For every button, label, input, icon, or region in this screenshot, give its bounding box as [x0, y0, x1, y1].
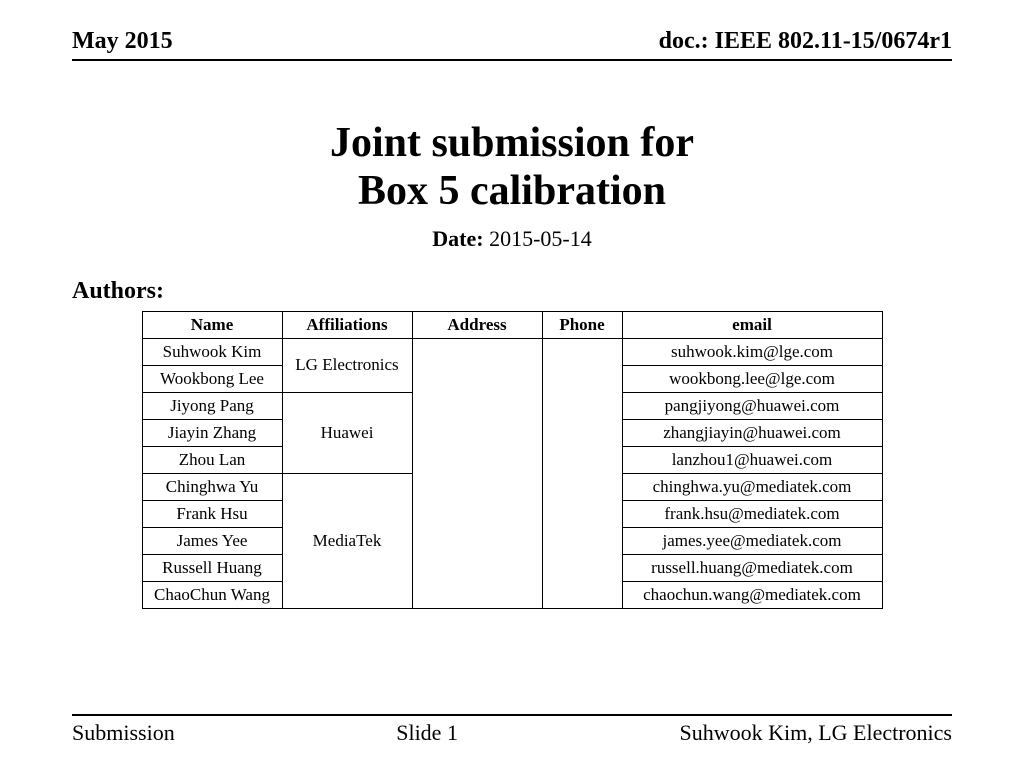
title-block: Joint submission for Box 5 calibration D…: [72, 119, 952, 252]
cell-affiliation: LG Electronics: [282, 338, 412, 392]
cell-email: chaochun.wang@mediatek.com: [622, 581, 882, 608]
cell-name: Wookbong Lee: [142, 365, 282, 392]
cell-name: Frank Hsu: [142, 500, 282, 527]
doc-header: May 2015 doc.: IEEE 802.11-15/0674r1: [72, 28, 952, 61]
header-date: May 2015: [72, 28, 173, 55]
cell-email: pangjiyong@huawei.com: [622, 392, 882, 419]
col-header-address: Address: [412, 311, 542, 338]
date-value: 2015-05-14: [489, 226, 592, 251]
footer-left: Submission: [72, 720, 175, 746]
cell-name: Jiayin Zhang: [142, 419, 282, 446]
cell-email: chinghwa.yu@mediatek.com: [622, 473, 882, 500]
cell-name: Suhwook Kim: [142, 338, 282, 365]
cell-name: Russell Huang: [142, 554, 282, 581]
cell-name: Zhou Lan: [142, 446, 282, 473]
cell-email: russell.huang@mediatek.com: [622, 554, 882, 581]
title-line-2: Box 5 calibration: [72, 167, 952, 215]
cell-name: Chinghwa Yu: [142, 473, 282, 500]
cell-email: suhwook.kim@lge.com: [622, 338, 882, 365]
title-line-1: Joint submission for: [72, 119, 952, 167]
cell-email: zhangjiayin@huawei.com: [622, 419, 882, 446]
cell-name: Jiyong Pang: [142, 392, 282, 419]
cell-email: frank.hsu@mediatek.com: [622, 500, 882, 527]
footer-center: Slide 1: [396, 720, 458, 746]
authors-table: Name Affiliations Address Phone email Su…: [142, 311, 883, 609]
footer-right: Suhwook Kim, LG Electronics: [679, 720, 952, 746]
header-doc-id: doc.: IEEE 802.11-15/0674r1: [659, 28, 952, 55]
table-header-row: Name Affiliations Address Phone email: [142, 311, 882, 338]
cell-name: ChaoChun Wang: [142, 581, 282, 608]
date-line: Date: 2015-05-14: [72, 226, 952, 252]
cell-affiliation: Huawei: [282, 392, 412, 473]
col-header-name: Name: [142, 311, 282, 338]
col-header-email: email: [622, 311, 882, 338]
date-label: Date:: [432, 226, 483, 251]
table-row: Suhwook KimLG Electronicssuhwook.kim@lge…: [142, 338, 882, 365]
cell-address: [412, 338, 542, 608]
cell-phone: [542, 338, 622, 608]
cell-email: james.yee@mediatek.com: [622, 527, 882, 554]
cell-email: wookbong.lee@lge.com: [622, 365, 882, 392]
col-header-affiliations: Affiliations: [282, 311, 412, 338]
authors-label: Authors:: [72, 278, 952, 305]
cell-affiliation: MediaTek: [282, 473, 412, 608]
col-header-phone: Phone: [542, 311, 622, 338]
cell-name: James Yee: [142, 527, 282, 554]
cell-email: lanzhou1@huawei.com: [622, 446, 882, 473]
doc-footer: Submission Slide 1 Suhwook Kim, LG Elect…: [72, 714, 952, 746]
